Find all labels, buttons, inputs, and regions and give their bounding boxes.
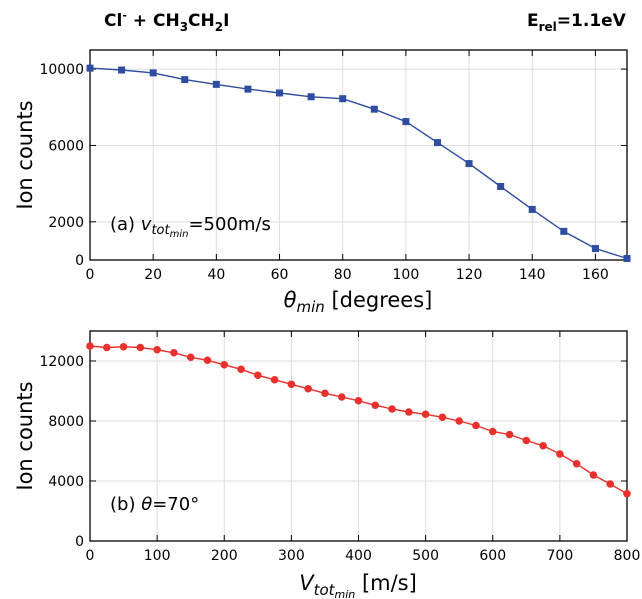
data-point xyxy=(321,389,329,398)
data-point xyxy=(186,353,195,362)
data-point xyxy=(254,371,262,380)
y-tick-label: 0 xyxy=(75,534,84,550)
data-point xyxy=(623,254,631,262)
data-point xyxy=(591,245,599,253)
x-tick-label: 200 xyxy=(211,548,238,564)
data-point xyxy=(433,139,441,147)
x-tick-label: 160 xyxy=(582,267,609,283)
energy-label: Erel=1.1eV xyxy=(527,11,627,34)
y-tick-label: 4000 xyxy=(48,474,84,490)
data-point xyxy=(149,69,157,77)
panel-a-annotation: (a) vtotmin=500m/s xyxy=(110,214,271,240)
data-point xyxy=(497,183,505,190)
data-point xyxy=(488,427,497,436)
data-point xyxy=(212,80,220,88)
data-point xyxy=(181,76,189,84)
data-point xyxy=(522,436,531,445)
data-point xyxy=(244,85,252,93)
data-point xyxy=(304,384,312,393)
data-point xyxy=(170,348,178,357)
data-point xyxy=(337,393,346,401)
y-tick-label: 6000 xyxy=(48,138,84,154)
data-point xyxy=(237,365,245,374)
x-tick-label: 80 xyxy=(334,267,352,283)
x-axis-label: θmin [degrees] xyxy=(284,288,433,316)
x-tick-label: 140 xyxy=(519,267,546,283)
data-point xyxy=(276,89,284,97)
x-tick-label: 700 xyxy=(547,548,574,564)
data-point xyxy=(102,343,111,352)
x-tick-label: 300 xyxy=(278,548,305,564)
x-tick-label: 400 xyxy=(345,548,372,564)
data-point xyxy=(86,64,94,72)
x-tick-label: 20 xyxy=(144,267,162,283)
data-point xyxy=(528,205,536,213)
data-point xyxy=(153,345,161,354)
data-point xyxy=(339,95,347,103)
data-point xyxy=(136,343,145,352)
y-tick-label: 0 xyxy=(75,253,84,269)
y-tick-label: 8000 xyxy=(48,414,84,430)
data-point xyxy=(405,408,413,416)
x-tick-label: 600 xyxy=(479,548,506,564)
data-point xyxy=(370,105,378,113)
y-tick-label: 12000 xyxy=(39,354,84,370)
data-point xyxy=(307,93,315,101)
series-line xyxy=(89,67,628,260)
data-point xyxy=(402,118,410,126)
x-tick-label: 100 xyxy=(393,267,420,283)
data-point xyxy=(623,489,631,498)
plot-frame xyxy=(89,49,628,261)
data-point xyxy=(354,396,363,405)
data-point xyxy=(606,480,615,488)
data-point xyxy=(388,405,396,413)
x-tick-label: 100 xyxy=(144,548,171,564)
data-point xyxy=(371,401,380,410)
data-point xyxy=(455,417,463,425)
data-point xyxy=(270,375,279,384)
y-tick-label: 10000 xyxy=(39,62,84,78)
reaction-title: Cl- + CH3CH2I xyxy=(104,9,229,34)
panel-a: 0 20 40 60 80 100 120 140 160 0 2000 6000 10000 Ion … xyxy=(13,49,631,316)
x-tick-label: 0 xyxy=(86,267,95,283)
data-point xyxy=(465,160,473,168)
x-tick-label: 500 xyxy=(412,548,439,564)
data-point xyxy=(438,413,447,422)
data-point xyxy=(560,227,568,235)
data-point xyxy=(203,356,212,365)
data-point xyxy=(572,459,581,468)
panel-b: 0 100 200 300 400 500 600 700 80004000800012000 … xyxy=(13,330,641,599)
data-point xyxy=(118,66,126,74)
data-point xyxy=(505,430,514,439)
y-axis-label: Ion counts xyxy=(13,100,37,209)
data-point xyxy=(220,360,229,369)
x-tick-label: 120 xyxy=(456,267,483,283)
data-point xyxy=(539,441,547,450)
x-axis-label: Vtotmin [m/s] xyxy=(299,571,417,599)
x-tick-label: 0 xyxy=(86,548,95,564)
data-point xyxy=(421,410,430,419)
data-point xyxy=(287,380,296,389)
data-point xyxy=(589,471,598,479)
data-point xyxy=(472,421,480,430)
x-tick-label: 40 xyxy=(207,267,225,283)
panel-b-annotation: (b) θ=70° xyxy=(110,494,199,515)
data-point xyxy=(86,342,94,350)
y-axis-label: Ion counts xyxy=(13,381,37,490)
data-point xyxy=(119,342,128,351)
data-point xyxy=(556,450,564,458)
x-tick-label: 60 xyxy=(271,267,289,283)
y-tick-label: 2000 xyxy=(48,215,84,231)
x-tick-label: 800 xyxy=(614,548,641,564)
